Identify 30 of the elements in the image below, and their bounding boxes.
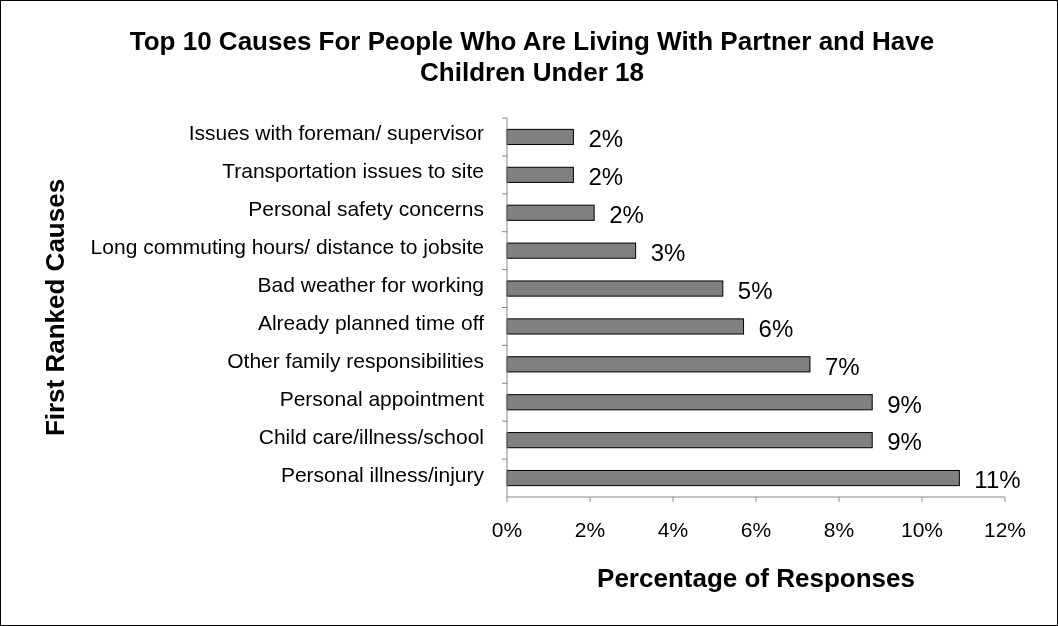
x-tick-label: 6% [740,518,772,541]
data-label: 2% [588,125,624,153]
data-label: 7% [824,352,860,380]
x-tick-label: 2% [574,518,606,541]
y-tick-label: Child care/illness/school [258,424,484,448]
y-tick-label: Already planned time off [257,311,485,334]
data-label: 9% [887,390,922,418]
y-tick-label: Personal safety concerns [248,197,484,221]
y-tick-label: Long commuting hours/ distance to jobsite [90,235,484,259]
y-tick-label: Transportation issues to site [222,159,484,183]
data-label: 3% [650,238,686,266]
y-axis-title: First Ranked Causes [40,178,70,437]
data-label: 6% [758,314,794,342]
y-tick-label: Bad weather for working [257,273,484,297]
data-label: 5% [737,276,773,304]
chart-title: Top 10 Causes For People Who Are Living With Partner and Have Children Under 18 [129,26,935,87]
data-label: 2% [588,163,624,191]
x-tick-label: 4% [657,518,689,541]
data-label: 9% [887,428,922,456]
data-label: 11% [974,466,1021,494]
y-tick-label: Issues with foreman/ supervisor [188,121,484,145]
data-label: 2% [609,201,644,229]
x-tick-label: 12% [983,518,1027,541]
x-tick-label: 8% [823,518,855,541]
x-tick-label: 0% [491,518,523,541]
x-axis-title: Percentage of Responses [597,563,915,593]
y-tick-label: Personal appointment [279,386,485,410]
x-tick-label: 10% [900,518,944,541]
y-tick-label: Personal illness/injury [280,462,485,486]
y-tick-label: Other family responsibilities [227,348,484,372]
